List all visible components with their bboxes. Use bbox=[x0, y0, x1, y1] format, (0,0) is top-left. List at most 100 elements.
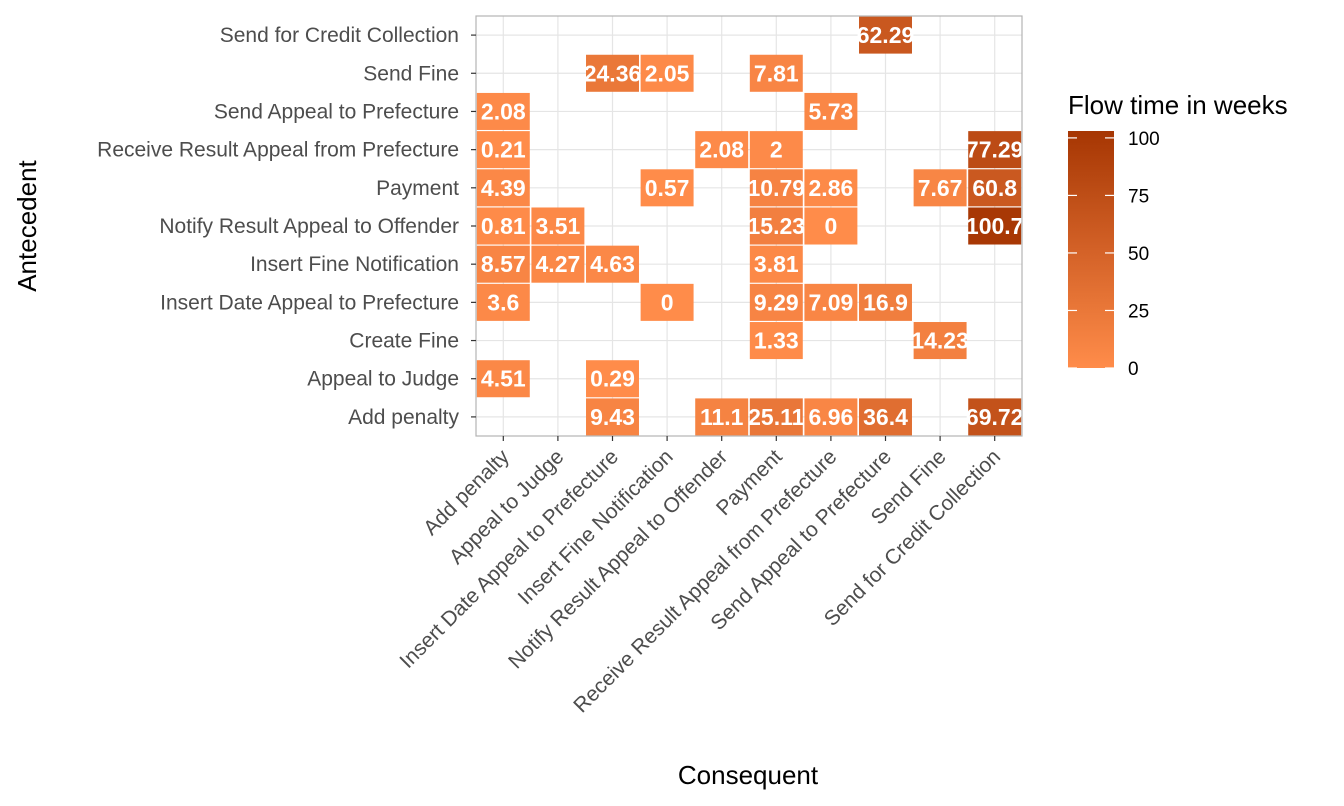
heatmap-cell bbox=[749, 207, 803, 245]
cell-value-label: 5.73 bbox=[809, 98, 854, 124]
cell-value-label: 0.21 bbox=[481, 137, 526, 163]
y-axis-ticks: Add penalty Appeal to Judge Create Fine Ins… bbox=[97, 24, 476, 429]
heatmap-cell bbox=[968, 207, 1022, 245]
x-axis-title: Consequent bbox=[678, 760, 819, 790]
cell-value-label: 0.29 bbox=[590, 366, 635, 392]
cell-value-label: 24.36 bbox=[584, 60, 642, 86]
cell-value-label: 25.11 bbox=[748, 404, 804, 430]
cell-value-label: 2.08 bbox=[699, 137, 744, 163]
heatmap-cell bbox=[695, 398, 749, 436]
heatmap-cell bbox=[804, 207, 858, 245]
y-tick-label: Appeal to Judge bbox=[307, 368, 459, 391]
cell-value-label: 77.29 bbox=[966, 137, 1024, 163]
y-axis-title: Antecedent bbox=[12, 159, 42, 291]
heatmap-cell bbox=[749, 245, 803, 283]
heatmap-cell bbox=[749, 283, 803, 321]
heatmap-cell bbox=[586, 245, 639, 283]
cell-value-label: 4.63 bbox=[590, 251, 635, 277]
heatmap-cell bbox=[640, 54, 694, 92]
heatmap-cell bbox=[695, 131, 749, 169]
heatmap-cell bbox=[804, 169, 858, 207]
cell-value-label: 2 bbox=[770, 137, 783, 163]
heatmap-cell bbox=[804, 92, 858, 130]
y-tick-label: Add penalty bbox=[348, 406, 459, 429]
cell-value-label: 7.81 bbox=[754, 60, 799, 86]
cell-value-label: 60.8 bbox=[972, 175, 1017, 201]
cell-value-label: 3.81 bbox=[754, 251, 799, 277]
heatmap-cell bbox=[749, 398, 803, 436]
heatmap-cell bbox=[859, 283, 912, 321]
cell-value-label: 8.57 bbox=[481, 251, 526, 277]
y-tick-label: Payment bbox=[376, 177, 459, 200]
heatmap-cell bbox=[531, 207, 585, 245]
heatmap-cells: 62.29 24.36 2.05 7.81 2.08 5.73 0.21 2.08 2 77.29… bbox=[476, 16, 1024, 436]
cell-value-label: 2.86 bbox=[809, 175, 854, 201]
cell-value-label: 0.81 bbox=[481, 213, 526, 239]
y-tick-label: Notify Result Appeal to Offender bbox=[159, 215, 459, 238]
heatmap-cell bbox=[476, 92, 530, 130]
legend-color-bar bbox=[1068, 131, 1114, 368]
cell-value-label: 9.29 bbox=[754, 289, 799, 315]
heatmap-cell bbox=[476, 169, 530, 207]
heatmap-cell bbox=[968, 398, 1022, 436]
cell-value-label: 1.33 bbox=[754, 328, 799, 354]
heatmap-cell bbox=[640, 283, 694, 321]
heatmap-cell bbox=[531, 245, 585, 283]
cell-value-label: 7.09 bbox=[809, 289, 854, 315]
legend-ticks: 0 25 50 75 100 bbox=[1068, 129, 1160, 380]
heatmap-cell bbox=[749, 169, 803, 207]
heatmap-cell bbox=[749, 322, 803, 360]
legend-tick-label: 50 bbox=[1128, 244, 1149, 265]
y-tick-label: Receive Result Appeal from Prefecture bbox=[97, 139, 459, 162]
cell-value-label: 11.1 bbox=[700, 404, 744, 430]
cell-value-label: 62.29 bbox=[857, 22, 915, 48]
heatmap-cell bbox=[586, 398, 639, 436]
legend-tick-label: 25 bbox=[1128, 301, 1149, 322]
heatmap-cell bbox=[476, 360, 530, 398]
heatmap-cell bbox=[968, 131, 1022, 169]
heatmap-cell bbox=[859, 398, 912, 436]
cell-value-label: 2.08 bbox=[481, 98, 526, 124]
heatmap-cell bbox=[913, 169, 967, 207]
heatmap-cell bbox=[913, 322, 967, 360]
legend-tick-label: 0 bbox=[1128, 359, 1139, 380]
cell-value-label: 9.43 bbox=[590, 404, 635, 430]
y-tick-label: Send Fine bbox=[363, 62, 459, 85]
heatmap-cell bbox=[859, 16, 912, 54]
y-tick-label: Send Appeal to Prefecture bbox=[214, 100, 459, 123]
heatmap-cell bbox=[804, 283, 858, 321]
color-legend: Flow time in weeks 0 25 50 75 100 bbox=[1068, 90, 1288, 380]
cell-value-label: 15.23 bbox=[748, 213, 806, 239]
y-tick-label: Create Fine bbox=[349, 330, 459, 353]
cell-value-label: 0 bbox=[661, 289, 674, 315]
heatmap-cell bbox=[968, 169, 1022, 207]
cell-value-label: 0.57 bbox=[645, 175, 690, 201]
heatmap-cell bbox=[476, 207, 530, 245]
cell-value-label: 14.23 bbox=[911, 328, 969, 354]
cell-value-label: 4.39 bbox=[481, 175, 526, 201]
y-tick-label: Insert Date Appeal to Prefecture bbox=[160, 291, 459, 314]
x-tick-label: Insert Date Appeal to Prefecture bbox=[395, 445, 623, 673]
cell-value-label: 7.67 bbox=[918, 175, 963, 201]
legend-tick-label: 75 bbox=[1128, 186, 1149, 207]
cell-value-label: 69.72 bbox=[966, 404, 1024, 430]
heatmap-cell bbox=[476, 245, 530, 283]
cell-value-label: 6.96 bbox=[809, 404, 854, 430]
heatmap-cell bbox=[749, 131, 803, 169]
cell-value-label: 16.9 bbox=[863, 289, 908, 315]
cell-value-label: 10.79 bbox=[748, 175, 806, 201]
heatmap-cell bbox=[476, 131, 530, 169]
cell-value-label: 3.51 bbox=[536, 213, 581, 239]
legend-tick-label: 100 bbox=[1128, 129, 1160, 150]
heatmap-cell bbox=[749, 54, 803, 92]
cell-value-label: 0 bbox=[825, 213, 838, 239]
cell-value-label: 2.05 bbox=[645, 60, 690, 86]
heatmap-cell bbox=[476, 283, 530, 321]
cell-value-label: 4.27 bbox=[536, 251, 581, 277]
y-tick-label: Send for Credit Collection bbox=[220, 24, 459, 47]
legend-title: Flow time in weeks bbox=[1068, 90, 1288, 120]
cell-value-label: 36.4 bbox=[863, 404, 908, 430]
cell-value-label: 100.7 bbox=[966, 213, 1024, 239]
y-tick-label: Insert Fine Notification bbox=[250, 253, 459, 276]
